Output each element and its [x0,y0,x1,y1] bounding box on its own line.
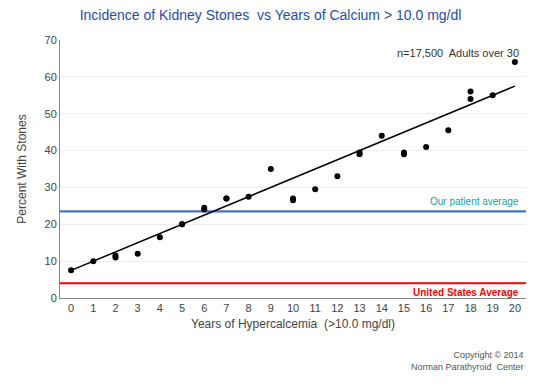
svg-text:4: 4 [157,302,163,314]
svg-text:10: 10 [287,302,299,314]
svg-text:United States Average: United States Average [413,287,519,298]
svg-text:n=17,500 Adults over 30: n=17,500 Adults over 30 [397,47,519,59]
svg-text:70: 70 [45,34,57,46]
svg-text:20: 20 [45,218,57,230]
svg-text:1: 1 [90,302,96,314]
svg-text:Percent With Stones: Percent With Stones [15,114,29,223]
svg-text:11: 11 [309,302,320,314]
svg-text:Incidence of Kidney Stones vs: Incidence of Kidney Stones vs Years of C… [80,7,462,23]
svg-text:19: 19 [487,302,499,314]
svg-text:30: 30 [45,181,57,193]
svg-text:2: 2 [112,302,118,314]
svg-text:17: 17 [442,302,454,314]
svg-text:Copyright © 2014Norman Parathy: Copyright © 2014Norman Parathyroid Cente… [411,350,524,372]
svg-text:40: 40 [45,144,57,156]
svg-text:14: 14 [376,302,388,314]
svg-text:8: 8 [246,302,252,314]
svg-text:Our patient average: Our patient average [430,196,519,207]
svg-text:12: 12 [331,302,343,314]
svg-text:9: 9 [268,302,274,314]
svg-text:50: 50 [45,108,57,120]
svg-text:6: 6 [201,302,207,314]
svg-text:0: 0 [51,292,57,304]
svg-text:10: 10 [45,255,57,267]
svg-text:60: 60 [45,71,57,83]
svg-text:18: 18 [464,302,476,314]
svg-text:16: 16 [420,302,432,314]
svg-text:3: 3 [135,302,141,314]
svg-text:5: 5 [179,302,185,314]
svg-text:20: 20 [509,302,521,314]
svg-text:0: 0 [68,302,74,314]
svg-text:15: 15 [398,302,410,314]
svg-text:13: 13 [353,302,365,314]
svg-text:7: 7 [223,302,229,314]
svg-text:Years of Hypercalcemia (>10.0: Years of Hypercalcemia (>10.0 mg/dl) [191,317,395,331]
